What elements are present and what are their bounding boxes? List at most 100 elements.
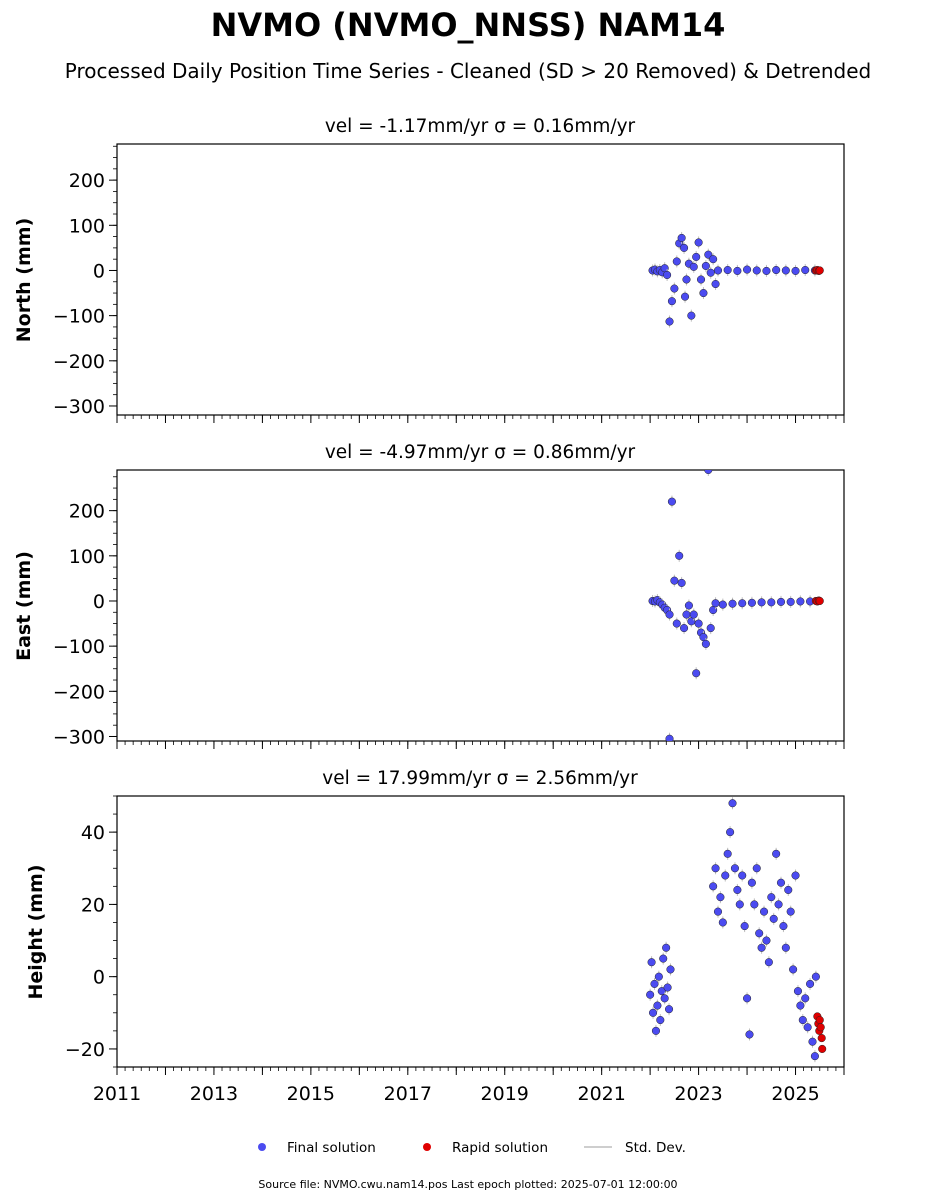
height-final-point [745,1030,754,1039]
east-final-point [665,610,674,619]
height-final-point [784,885,793,894]
height-final-point [774,900,783,909]
north-final-point [752,266,761,275]
north-final-point [665,317,674,326]
east-final-point [675,551,684,560]
height-final-point [796,1001,805,1010]
height-final-point [664,1005,674,1014]
height-final-point [723,849,732,858]
north-y-tick-label: −300 [53,396,105,418]
east-points [648,470,824,741]
east-final-point [701,639,710,648]
figure-subtitle: Processed Daily Position Time Series - C… [65,59,871,83]
height-x-tick-label: 2017 [384,1083,432,1105]
height-final-point [726,828,735,837]
north-final-point [772,265,781,275]
east-final-point [718,600,727,609]
east-final-point [786,597,795,606]
height-final-point [767,893,776,902]
east-final-point [757,598,766,607]
height-final-point [803,1023,812,1032]
height-final-point [662,943,671,952]
height-x-tick-label: 2023 [674,1083,722,1105]
height-final-point [789,965,798,974]
height-final-point [810,1052,819,1061]
east-final-point [682,610,691,619]
height-final-point [769,914,778,923]
height-final-point [650,979,659,988]
height-final-point [757,943,766,952]
east-y-tick-label: 200 [69,501,105,523]
legend-rapid-label: Rapid solution [452,1140,548,1156]
height-final-point [660,994,669,1003]
height-final-point [654,972,663,981]
east-marks: −300 −200 −100 0 100 200 [53,470,845,749]
north-points [648,231,824,328]
height-final-point [752,864,761,873]
north-rapid-point [815,266,824,275]
east-final-point [796,597,805,606]
east-final-point [776,597,786,606]
east-final-point [680,624,689,633]
height-final-point [656,1015,665,1025]
height-x-tick-label: 2021 [577,1083,625,1105]
north-final-point [687,311,696,320]
height-y-tick-label: −20 [65,1039,105,1061]
height-x-tick-label: 2025 [771,1083,819,1105]
north-final-point [723,265,732,275]
height-final-point [730,864,740,873]
north-final-point [680,243,689,252]
height-final-point [659,954,668,963]
north-y-tick-label: 0 [93,260,105,282]
east-final-point [665,734,674,741]
north-final-point [677,233,686,242]
height-final-point [743,994,752,1003]
east-panel-title: vel = -4.97mm/yr σ = 0.86mm/yr [325,442,636,463]
north-final-point [781,266,790,275]
north-final-point [694,238,703,247]
legend-final-marker [258,1143,266,1151]
east-panel: vel = -4.97mm/yr σ = 0.86mm/yr East (mm)… [13,442,845,749]
north-final-point [692,252,701,261]
height-final-point [791,871,800,880]
source-footer: Source file: NVMO.cwu.nam14.pos Last epo… [258,1178,677,1191]
height-final-point [711,864,720,873]
north-panel-title: vel = -1.17mm/yr σ = 0.16mm/yr [325,116,636,137]
north-panel: vel = -1.17mm/yr σ = 0.16mm/yr North (mm… [13,116,845,423]
north-final-point [801,265,810,275]
height-final-point [740,922,749,931]
height-final-point [750,900,759,909]
north-final-point [791,266,800,275]
north-final-point [680,292,690,301]
north-final-point [663,270,672,280]
east-final-point [689,610,698,619]
height-final-point [755,929,764,938]
north-final-point [672,257,681,266]
height-y-tick-label: 20 [81,894,105,916]
east-final-point [767,598,776,607]
height-final-point [793,987,803,996]
height-final-point [747,878,756,887]
height-final-point [728,799,737,808]
height-x-tick-label: 2011 [93,1083,141,1105]
height-final-point [764,958,773,967]
north-marks: −300 −200 −100 0 100 200 [53,145,845,423]
height-rapid-point [815,1015,824,1025]
east-rapid-point [815,596,824,606]
figure-title: NVMO (NVMO_NNSS) NAM14 [211,6,726,44]
east-final-point [694,619,703,628]
east-axis-label: East (mm) [13,551,35,661]
east-y-tick-label: −300 [53,726,105,748]
north-final-point [706,268,715,277]
height-final-point [735,900,744,909]
height-final-point [808,1037,817,1046]
east-final-point [692,669,701,678]
legend-stddev-label: Std. Dev. [625,1140,686,1156]
legend-rapid-marker [423,1143,431,1151]
height-final-point [798,1015,807,1025]
north-y-tick-label: −100 [53,306,105,328]
east-final-point [747,598,756,607]
north-final-point [713,266,723,275]
north-final-point [689,262,698,271]
